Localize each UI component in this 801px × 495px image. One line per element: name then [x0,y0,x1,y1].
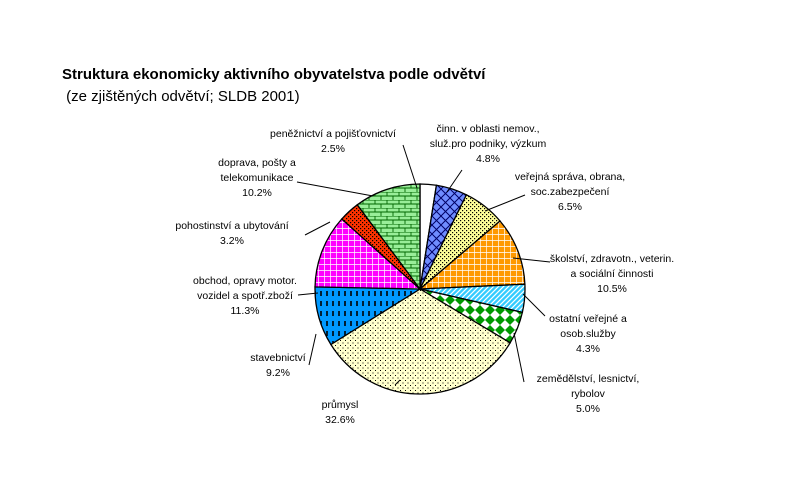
slice-category-label: osob.služby [560,328,616,340]
slice-category-label: doprava, pošty a [218,157,296,169]
slice-category-label: vozidel a spotř.zboží [197,290,293,302]
slice-category-label: služ.pro podniky, výzkum [430,138,547,150]
slice-category-label: školství, zdravotn., veterin. [550,253,674,265]
slice-category-label: průmysl [322,399,359,411]
slice-value-label: 9.2% [266,367,290,379]
leader-line [304,221,331,236]
slice-value-label: 4.8% [476,153,500,165]
slice-value-label: 10.2% [242,187,272,199]
slice-category-label: telekomunikace [221,172,294,184]
slice-category-label: stavebnictví [250,352,306,364]
slice-value-label: 11.3% [231,305,260,317]
slice-category-label: činn. v oblasti nemov., [436,123,539,135]
leader-line [297,292,319,296]
slice-category-label: ostatní veřejné a [549,313,627,325]
leader-line [513,332,525,383]
pie-slice [329,288,512,395]
slice-category-label: obchod, opravy motor. [193,275,297,287]
slice-value-label: 32.6% [325,414,355,426]
slice-value-label: 6.5% [558,201,582,213]
slice-value-label: 4.3% [576,343,600,355]
slice-category-label: pohostinství a ubytování [175,220,288,232]
slice-category-label: a sociální činnosti [571,268,654,280]
chart-subtitle: (ze zjištěných odvětví; SLDB 2001) [62,88,300,105]
slice-category-label: peněžnictví a pojišťovnictví [270,128,396,140]
slice-value-label: 3.2% [220,235,244,247]
slice-value-label: 2.5% [321,143,345,155]
slice-value-label: 10.5% [597,283,627,295]
chart-title: Struktura ekonomicky aktivního obyvatels… [62,66,486,83]
leader-line [402,144,418,189]
leader-line [512,257,551,263]
pie-slice [314,218,422,290]
slice-value-label: 5.0% [576,403,600,415]
pie-slice [356,183,421,291]
pie-slice [418,220,526,290]
leader-line [308,333,317,366]
leader-line [522,293,546,317]
slice-category-label: veřejná správa, obrana, [515,171,625,183]
leader-line [446,169,463,193]
leader-line [484,194,526,212]
slice-category-label: rybolov [571,388,606,400]
slice-category-label: zemědělství, lesnictví, [537,373,640,385]
leader-line [394,379,401,386]
leader-line [296,181,374,197]
slice-category-label: soc.zabezpečení [531,186,610,198]
